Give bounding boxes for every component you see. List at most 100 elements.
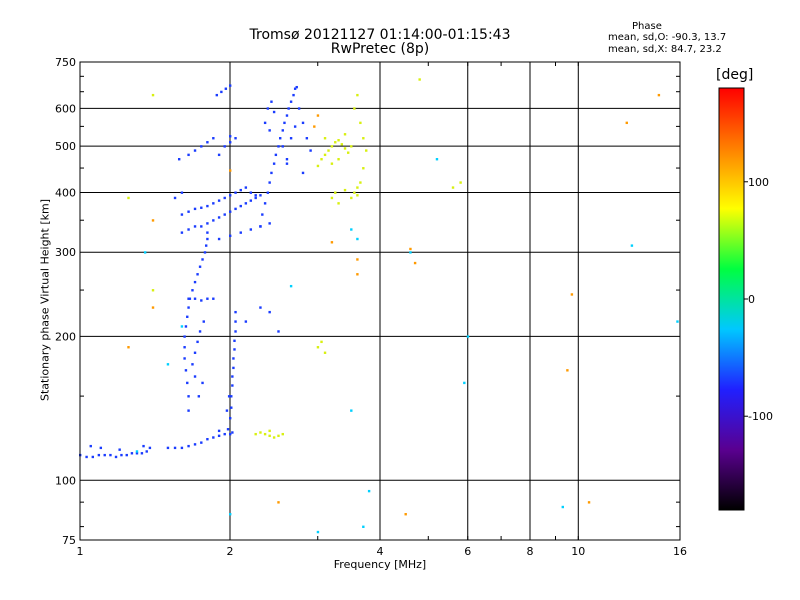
data-point bbox=[279, 137, 282, 140]
data-point bbox=[313, 125, 316, 128]
data-point bbox=[206, 437, 209, 441]
data-point bbox=[230, 406, 233, 409]
data-point bbox=[180, 325, 184, 328]
data-point bbox=[413, 261, 417, 265]
data-point bbox=[231, 431, 234, 434]
data-point bbox=[186, 381, 189, 385]
data-point bbox=[435, 158, 439, 161]
data-point bbox=[277, 434, 280, 438]
data-point bbox=[346, 151, 350, 154]
data-point bbox=[145, 450, 148, 453]
data-point bbox=[196, 273, 199, 276]
data-point bbox=[337, 139, 340, 142]
data-point bbox=[206, 237, 209, 241]
data-point bbox=[270, 100, 273, 103]
data-point bbox=[254, 432, 257, 436]
y-tick-label: 750 bbox=[55, 56, 76, 69]
data-point bbox=[173, 196, 177, 200]
data-point bbox=[109, 453, 112, 457]
data-point bbox=[268, 129, 271, 132]
data-point bbox=[127, 346, 130, 349]
data-point bbox=[151, 93, 155, 97]
phase-stats-o-line: mean, sd,O: -90.3, 13.7 bbox=[608, 32, 727, 43]
data-point bbox=[217, 153, 221, 157]
data-point bbox=[201, 258, 204, 261]
data-point bbox=[234, 330, 237, 333]
data-point bbox=[570, 293, 574, 296]
data-point bbox=[183, 335, 186, 338]
data-point bbox=[356, 237, 359, 241]
data-point bbox=[234, 137, 237, 140]
data-point bbox=[356, 186, 359, 189]
data-point bbox=[239, 231, 242, 234]
data-point bbox=[234, 320, 237, 323]
data-point bbox=[283, 121, 286, 125]
y-tick-label: 100 bbox=[55, 474, 76, 487]
data-point bbox=[244, 202, 248, 205]
data-point bbox=[293, 125, 297, 128]
data-point bbox=[316, 164, 320, 168]
data-point bbox=[409, 247, 412, 251]
data-point bbox=[229, 210, 232, 213]
data-point bbox=[316, 530, 320, 534]
data-point bbox=[226, 428, 230, 431]
data-point bbox=[166, 446, 170, 450]
data-point bbox=[334, 191, 337, 194]
data-point bbox=[183, 346, 186, 349]
data-point bbox=[587, 501, 591, 504]
data-point bbox=[239, 188, 242, 192]
data-point bbox=[206, 231, 209, 234]
data-point bbox=[89, 444, 92, 448]
data-point bbox=[229, 194, 232, 197]
data-point bbox=[327, 149, 330, 152]
data-point bbox=[292, 93, 295, 97]
data-point bbox=[353, 107, 356, 110]
data-point bbox=[625, 121, 628, 125]
data-point bbox=[233, 339, 236, 342]
data-point bbox=[239, 204, 242, 208]
data-point bbox=[180, 191, 184, 194]
data-point bbox=[362, 167, 365, 170]
data-point bbox=[404, 513, 407, 516]
data-point bbox=[212, 202, 215, 205]
data-point bbox=[229, 84, 232, 87]
data-point bbox=[233, 348, 236, 351]
data-point bbox=[289, 137, 293, 140]
data-point bbox=[249, 228, 253, 231]
colorbar-tick-label: -100 bbox=[748, 410, 773, 423]
data-point bbox=[463, 381, 466, 385]
data-point bbox=[200, 145, 203, 148]
data-point bbox=[229, 169, 232, 172]
data-point bbox=[183, 357, 186, 360]
data-point bbox=[198, 330, 202, 333]
data-point bbox=[186, 315, 189, 319]
colorbar-tick-label: 0 bbox=[748, 293, 755, 306]
data-point bbox=[184, 369, 188, 372]
data-point bbox=[193, 351, 197, 354]
data-point bbox=[130, 452, 134, 455]
data-point bbox=[244, 320, 248, 323]
data-point bbox=[301, 171, 305, 175]
data-point bbox=[337, 158, 340, 161]
chart-subtitle: RwPretec (8p) bbox=[330, 41, 430, 57]
data-point bbox=[188, 297, 192, 300]
data-point bbox=[249, 191, 253, 194]
data-point bbox=[281, 432, 284, 436]
data-point bbox=[334, 141, 337, 144]
x-tick-label: 1 bbox=[77, 545, 84, 558]
data-point bbox=[127, 196, 130, 200]
data-point bbox=[99, 446, 103, 450]
data-point bbox=[187, 444, 190, 448]
data-point bbox=[204, 244, 208, 247]
data-point bbox=[272, 436, 276, 439]
data-point bbox=[217, 216, 221, 219]
data-point bbox=[118, 448, 121, 451]
data-point bbox=[350, 196, 353, 200]
data-point bbox=[244, 186, 248, 189]
data-point bbox=[254, 196, 257, 200]
y-tick-label: 200 bbox=[55, 330, 76, 343]
data-point bbox=[330, 145, 334, 148]
data-point bbox=[356, 273, 359, 276]
data-point bbox=[180, 446, 184, 450]
